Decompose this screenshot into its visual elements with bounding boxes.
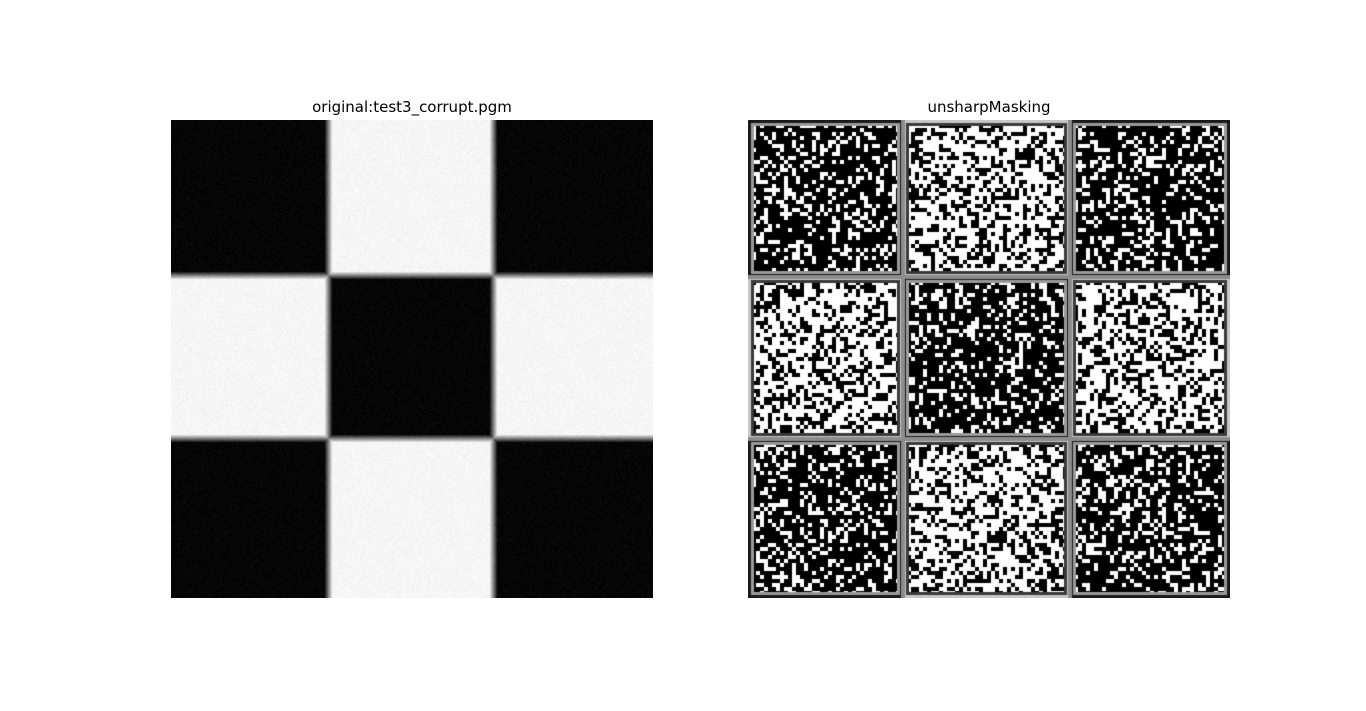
unsharp-masking-image bbox=[748, 120, 1230, 598]
left-panel-title: original:test3_corrupt.pgm bbox=[312, 98, 512, 116]
right-panel-title: unsharpMasking bbox=[927, 98, 1051, 116]
original-image bbox=[171, 120, 653, 598]
unsharp-masking-panel bbox=[748, 120, 1230, 598]
original-image-panel bbox=[171, 120, 653, 598]
